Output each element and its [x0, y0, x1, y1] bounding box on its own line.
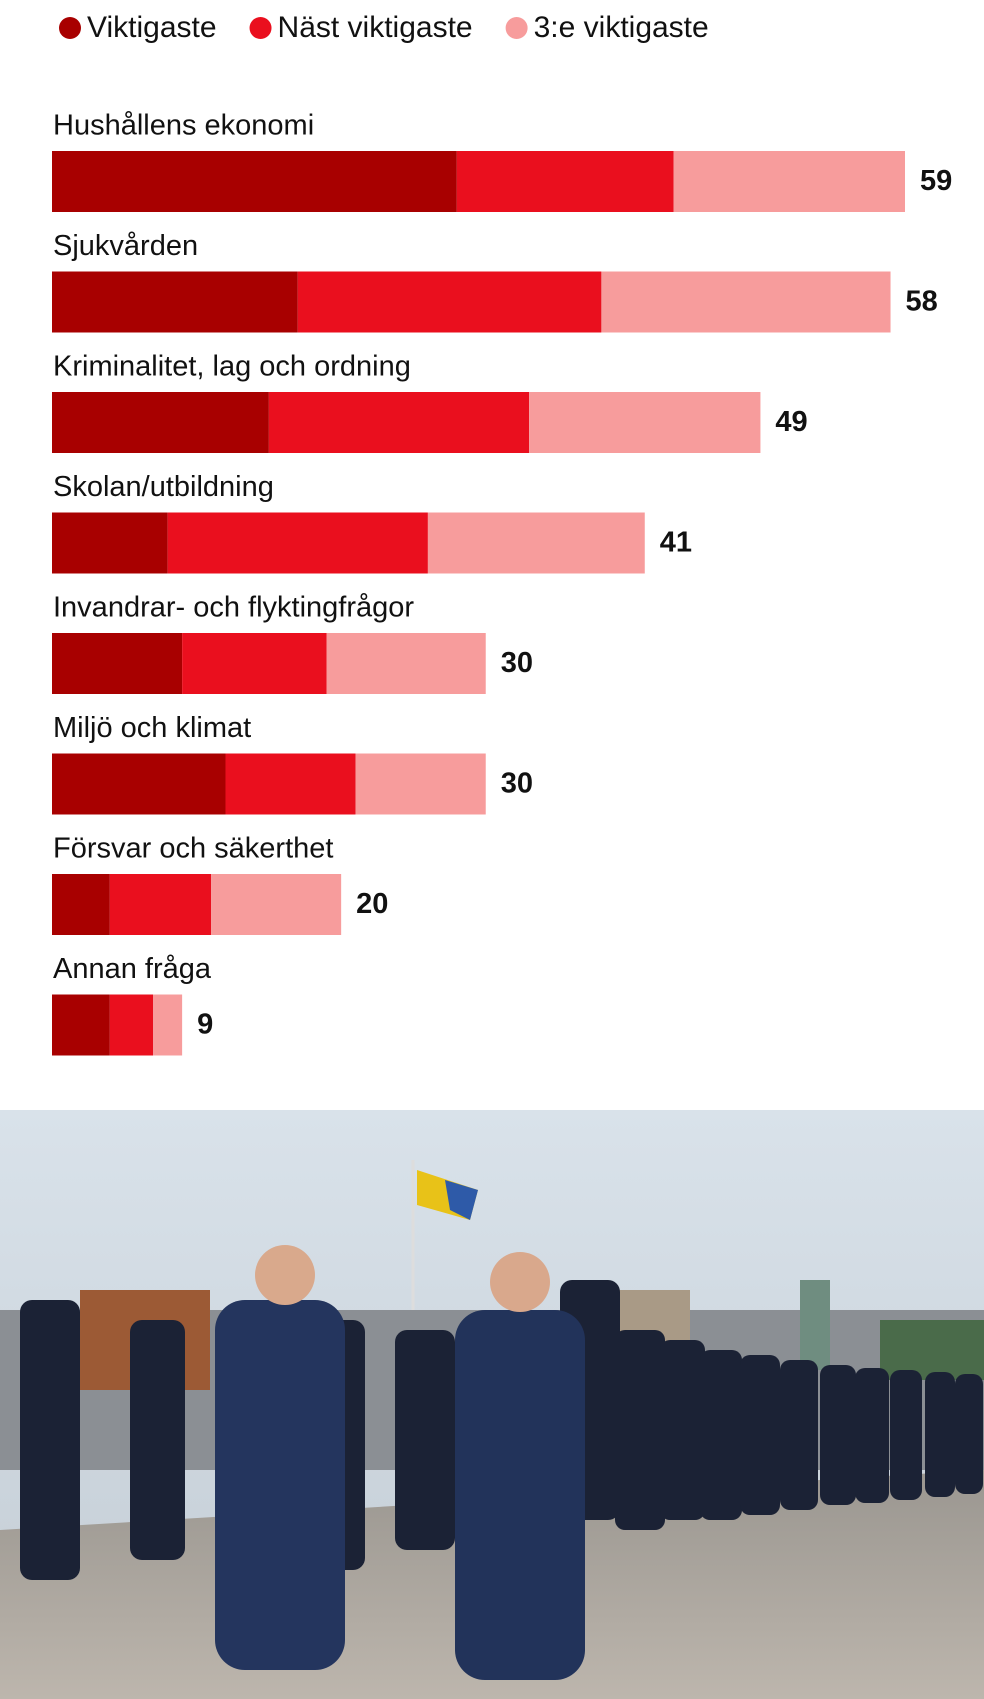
total-label: 30 [501, 647, 533, 679]
bar-segment [109, 874, 212, 935]
total-label: 9 [197, 1009, 213, 1041]
category-label: Invandrar- och flyktingfrågor [53, 592, 414, 624]
bar-segment [297, 271, 602, 333]
legend-marker [59, 17, 81, 39]
category-label: Miljö och klimat [53, 712, 251, 744]
bar-segment [673, 151, 905, 212]
bar-segment [52, 151, 457, 212]
bar-segment [52, 271, 298, 333]
category-label: Kriminalitet, lag och ordning [53, 351, 411, 383]
bar-segment [529, 392, 761, 453]
total-label: 30 [501, 768, 533, 800]
legend-label: Näst viktigaste [278, 11, 473, 44]
category-label: Hushållens ekonomi [53, 110, 314, 142]
bar-segment [52, 392, 269, 453]
bar-segment [225, 753, 356, 815]
bar-segment [52, 512, 168, 574]
category-label: Försvar och säkerthet [53, 833, 333, 865]
legend-label: Viktigaste [87, 11, 217, 44]
bar-segment [355, 753, 486, 815]
bar-segment [52, 633, 183, 694]
legend-marker [505, 17, 528, 39]
legend-label: 3:e viktigaste [534, 11, 709, 44]
legend-marker [249, 17, 272, 39]
bar-segment [601, 271, 891, 333]
bar-segment [52, 753, 226, 815]
photo [0, 1110, 984, 1699]
bar-segment [182, 633, 327, 694]
total-label: 59 [920, 165, 952, 197]
category-label: Annan fråga [53, 953, 212, 985]
bar-segment [109, 994, 154, 1056]
bar-segment [52, 874, 110, 935]
person [215, 1300, 345, 1670]
total-label: 41 [660, 527, 692, 559]
category-label: Skolan/utbildning [53, 471, 274, 503]
bar-segment [427, 512, 645, 574]
bar-segment [153, 994, 183, 1056]
bar-segment [167, 512, 428, 574]
total-label: 49 [775, 406, 807, 438]
bar-segment [211, 874, 342, 935]
total-label: 58 [906, 286, 938, 318]
bar-segment [456, 151, 674, 212]
bar-segment [326, 633, 486, 694]
bar-segment [268, 392, 530, 453]
person [455, 1310, 585, 1680]
total-label: 20 [356, 888, 388, 920]
bar-segment [52, 994, 110, 1056]
category-label: Sjukvården [53, 230, 198, 262]
chart: Viktigaste Näst viktigaste 3:e viktigaste H… [52, 11, 952, 1056]
